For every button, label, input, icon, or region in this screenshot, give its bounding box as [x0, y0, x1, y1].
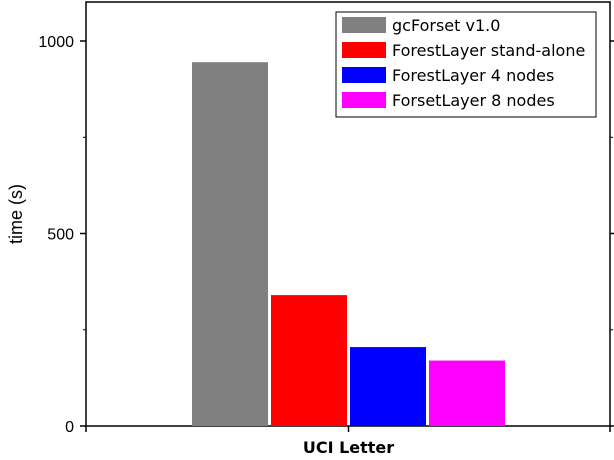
y-tick-label: 500 — [47, 227, 74, 244]
legend-swatch-3 — [342, 67, 386, 83]
bar-1 — [192, 62, 268, 427]
legend: gcForset v1.0 ForestLayer stand-alone Fore… — [335, 11, 597, 118]
bars-group — [192, 62, 505, 427]
legend-swatch-4 — [342, 92, 386, 108]
bar-4 — [429, 360, 505, 426]
bar-2 — [271, 295, 347, 426]
y-axis-label: time (s) — [6, 184, 26, 244]
legend-swatch-1 — [342, 17, 386, 33]
legend-label-2: ForestLayer stand-alone — [392, 41, 585, 60]
x-category-label: UCI Letter — [303, 438, 394, 457]
y-axis: 0 500 1000 — [38, 34, 614, 436]
legend-label-3: ForestLayer 4 nodes — [392, 66, 554, 85]
y-tick-label: 1000 — [38, 34, 74, 51]
y-tick-label: 0 — [65, 419, 74, 436]
legend-swatch-2 — [342, 42, 386, 58]
legend-label-4: ForsetLayer 8 nodes — [392, 91, 555, 110]
bar-3 — [350, 347, 426, 426]
legend-label-1: gcForset v1.0 — [392, 16, 500, 35]
x-axis: UCI Letter — [85, 426, 611, 457]
